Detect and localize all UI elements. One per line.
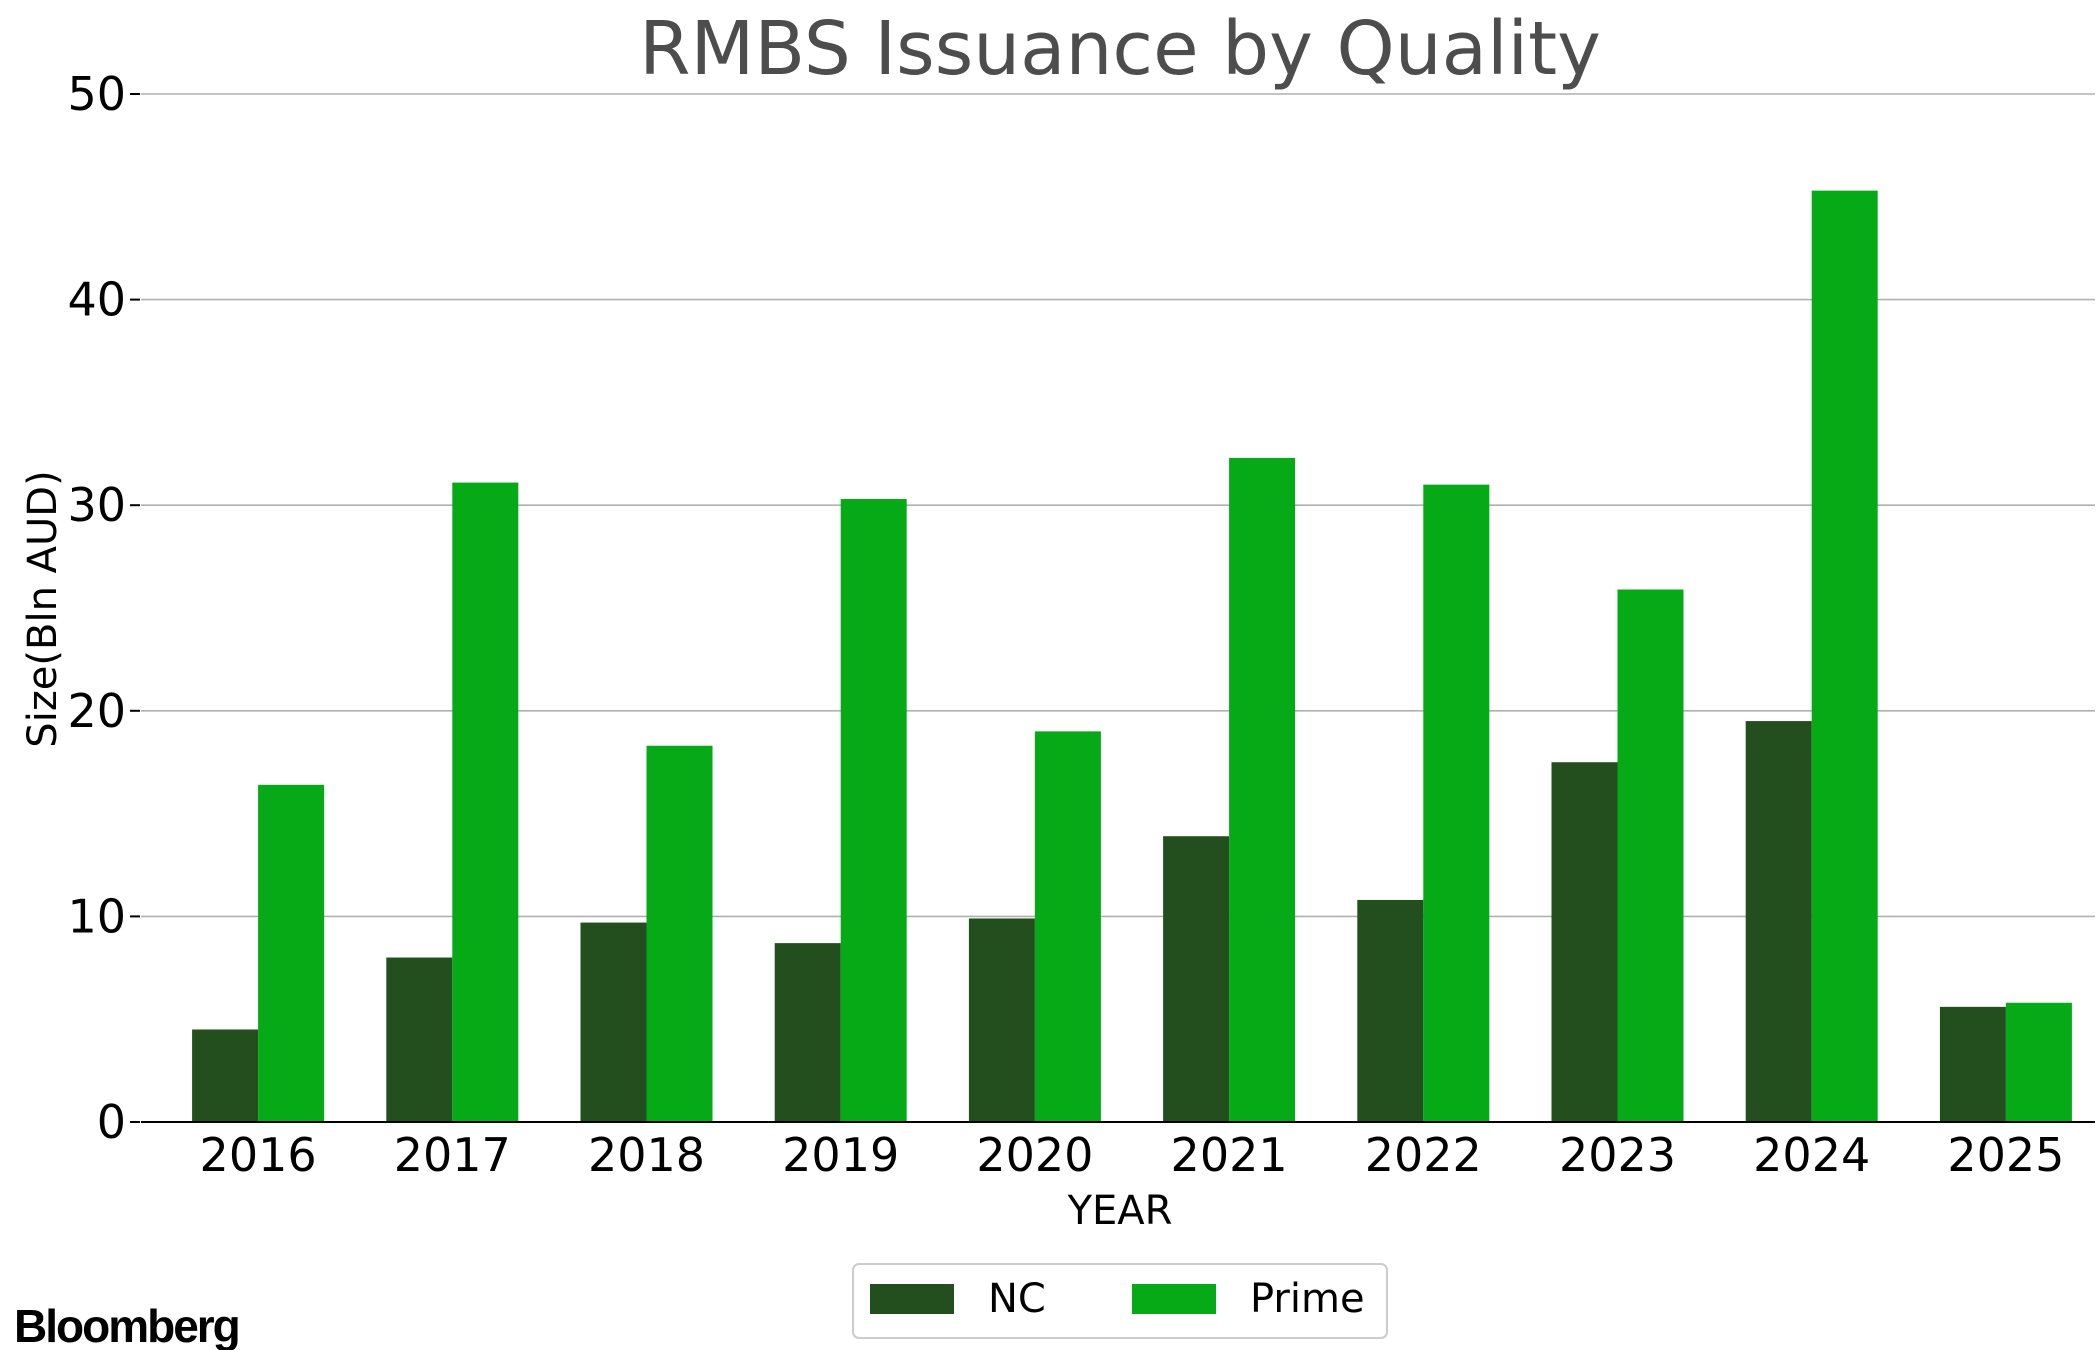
y-tick-label: 10 <box>67 889 126 943</box>
y-tick-label: 40 <box>67 273 126 327</box>
x-tick-label: 2017 <box>394 1128 511 1182</box>
bar-prime-2017 <box>452 482 519 1123</box>
x-tick-label: 2020 <box>976 1128 1093 1182</box>
bar-prime-2018 <box>646 745 713 1122</box>
x-axis: 2016 2017 2018 2019 2020 2021 2022 2023 2024 2025 <box>200 1128 2065 1182</box>
chart-title: RMBS Issuance by Quality <box>639 6 1601 92</box>
x-tick-label: 2021 <box>1171 1128 1288 1182</box>
y-tick-label: 50 <box>67 67 126 121</box>
bar-prime-2025 <box>2005 1002 2072 1122</box>
bar-nc-2017 <box>386 957 453 1122</box>
bar-prime-2023 <box>1617 589 1684 1122</box>
bar-nc-2021 <box>1163 836 1230 1122</box>
bloomberg-logo: Bloomberg <box>14 1300 239 1350</box>
bars <box>192 190 2072 1123</box>
legend-label-nc: NC <box>988 1276 1046 1322</box>
bar-prime-2021 <box>1229 457 1296 1122</box>
y-tick-label: 30 <box>67 478 126 532</box>
bar-nc-2016 <box>192 1029 259 1122</box>
bar-prime-2024 <box>1811 190 1878 1122</box>
y-tick-label: 0 <box>97 1095 126 1149</box>
y-tick-label: 20 <box>67 684 126 738</box>
x-tick-label: 2022 <box>1365 1128 1482 1182</box>
bar-prime-2020 <box>1034 731 1101 1122</box>
y-axis: 0 10 20 30 40 50 <box>67 67 140 1149</box>
bar-nc-2025 <box>1939 1006 2006 1122</box>
legend-label-prime: Prime <box>1250 1276 1365 1322</box>
legend-frame <box>852 1263 1388 1339</box>
x-tick-label: 2024 <box>1753 1128 1870 1182</box>
bar-nc-2019 <box>774 943 841 1122</box>
x-tick-label: 2023 <box>1559 1128 1676 1182</box>
legend-swatch-nc <box>870 1284 954 1314</box>
bar-nc-2018 <box>580 922 647 1122</box>
legend: NC Prime <box>852 1263 1388 1339</box>
bar-prime-2022 <box>1423 484 1490 1122</box>
bar-prime-2019 <box>840 499 907 1123</box>
legend-swatch-prime <box>1132 1284 1216 1314</box>
bar-nc-2020 <box>968 918 1035 1122</box>
y-axis-label: Size(Bln AUD) <box>20 470 66 747</box>
x-tick-label: 2016 <box>200 1128 317 1182</box>
bar-prime-2016 <box>258 784 325 1122</box>
x-tick-label: 2019 <box>782 1128 899 1182</box>
bar-nc-2022 <box>1357 899 1424 1122</box>
bar-nc-2024 <box>1745 721 1812 1122</box>
x-tick-label: 2018 <box>588 1128 705 1182</box>
x-tick-label: 2025 <box>1947 1128 2064 1182</box>
bar-nc-2023 <box>1551 762 1618 1122</box>
x-axis-label: YEAR <box>1067 1188 1173 1234</box>
